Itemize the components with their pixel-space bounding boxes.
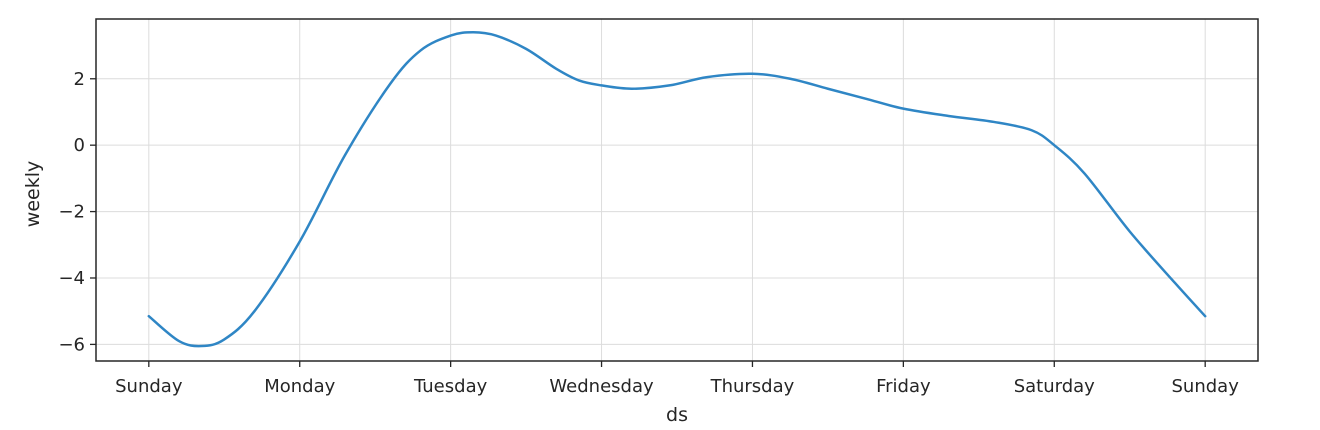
x-tick-label: Monday xyxy=(264,376,335,397)
y-tick-label: −2 xyxy=(58,202,85,223)
x-axis-label: ds xyxy=(666,404,688,426)
y-tick-label: −6 xyxy=(58,334,85,355)
y-tick-label: 0 xyxy=(74,135,85,156)
x-tick-label: Wednesday xyxy=(549,376,654,397)
x-axis: Sunday Monday Tuesday Wednesday Thursday Frid… xyxy=(115,361,1239,397)
plot-frame xyxy=(95,18,1259,362)
x-tick-label: Friday xyxy=(876,376,931,397)
x-tick-label: Sunday xyxy=(115,376,183,397)
grid-layer xyxy=(96,19,1258,361)
x-tick-label: Tuesday xyxy=(413,376,488,397)
x-tick-label: Saturday xyxy=(1014,376,1095,397)
x-tick-label: Sunday xyxy=(1172,376,1240,397)
y-axis: 2 0 −2 −4 −6 xyxy=(58,69,96,355)
y-tick-label: −4 xyxy=(58,268,85,289)
y-axis-label: weekly xyxy=(22,161,44,227)
y-tick-label: 2 xyxy=(74,69,85,90)
x-tick-label: Thursday xyxy=(710,376,795,397)
weekly-series-line xyxy=(147,31,1207,348)
